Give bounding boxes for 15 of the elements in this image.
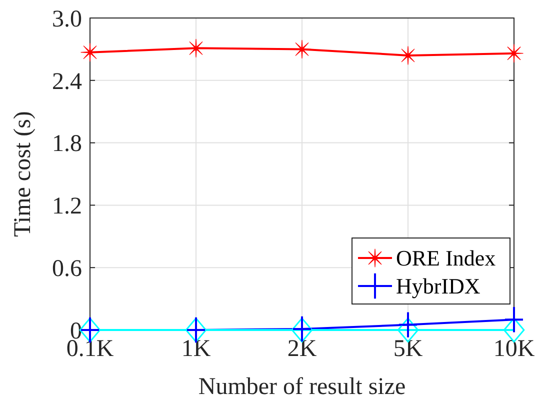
point — [399, 312, 417, 338]
point — [505, 307, 523, 332]
y-tick-label: 1.2 — [52, 194, 82, 220]
x-axis-title: Number of result size — [198, 374, 406, 400]
x-tick-label: 5K — [393, 336, 424, 362]
x-tick-label: 2K — [287, 336, 318, 362]
x-tick-label: 10K — [493, 336, 536, 362]
y-tick-label: 2.4 — [52, 68, 82, 95]
y-axis-title: Time cost (s) — [10, 111, 36, 237]
y-tick-label: 3.0 — [52, 6, 82, 32]
y-tick-label: 1.8 — [52, 131, 82, 158]
x-tick-label: 1K — [181, 336, 212, 362]
legend-label: ORE Index — [396, 246, 496, 271]
legend-label: HybrIDX — [396, 274, 480, 299]
y-tick-label: 0.6 — [52, 256, 82, 282]
